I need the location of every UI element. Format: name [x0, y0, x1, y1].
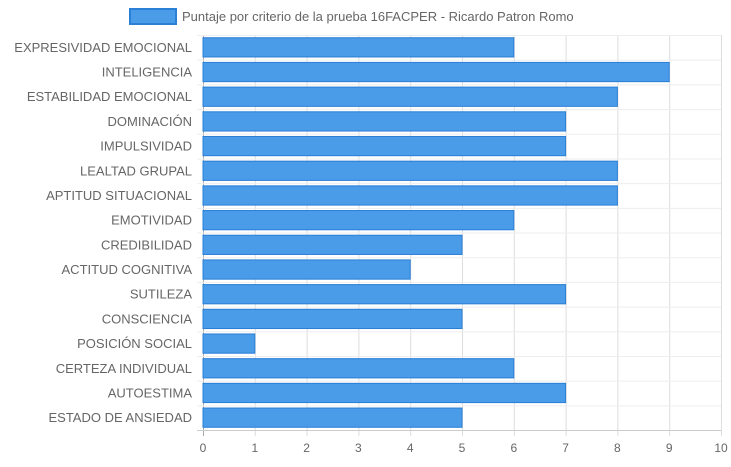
- bar[interactable]: [202, 185, 618, 206]
- x-tick-label: 0: [200, 441, 207, 455]
- x-tick-label: 7: [562, 441, 569, 455]
- bar[interactable]: [202, 135, 567, 157]
- x-tick-label: 8: [614, 441, 621, 455]
- category-label: CREDIBILIDAD: [101, 237, 192, 252]
- x-tick-label: 9: [666, 441, 673, 455]
- category-label: EMOTIVIDAD: [111, 213, 192, 228]
- category-label: APTITUD SITUACIONAL: [46, 188, 192, 203]
- bar[interactable]: [202, 358, 515, 379]
- bar[interactable]: [202, 382, 567, 404]
- category-label: IMPULSIVIDAD: [100, 139, 192, 154]
- category-labels: EXPRESIVIDAD EMOCIONAL INTELIGENCIA ESTABI…: [14, 40, 192, 425]
- bar[interactable]: [202, 37, 515, 58]
- category-label: ESTABILIDAD EMOCIONAL: [27, 89, 192, 104]
- bar[interactable]: [202, 407, 463, 428]
- category-label: CERTEZA INDIVIDUAL: [56, 361, 192, 376]
- x-tick-label: 4: [407, 441, 414, 455]
- bar[interactable]: [202, 333, 256, 354]
- category-label: DOMINACIÓN: [108, 114, 193, 129]
- x-axis-ticks: 0 1 2 3 4 5 6 7 8 9 10: [200, 441, 728, 455]
- x-tick-label: 5: [459, 441, 466, 455]
- bar[interactable]: [202, 86, 618, 107]
- legend-label[interactable]: Puntaje por criterio de la prueba 16FACP…: [182, 9, 574, 24]
- category-label: POSICIÓN SOCIAL: [77, 336, 192, 351]
- bar[interactable]: [202, 210, 515, 231]
- category-label: LEALTAD GRUPAL: [80, 163, 192, 178]
- bar[interactable]: [202, 284, 567, 305]
- bar[interactable]: [202, 160, 618, 181]
- x-tick-label: 3: [355, 441, 362, 455]
- category-label: CONSCIENCIA: [102, 311, 193, 326]
- bar[interactable]: [202, 234, 463, 255]
- category-label: SUTILEZA: [130, 287, 192, 302]
- legend[interactable]: Puntaje por criterio de la prueba 16FACP…: [129, 8, 574, 25]
- x-tick-label: 6: [510, 441, 517, 455]
- x-tick-label: 2: [303, 441, 310, 455]
- category-label: EXPRESIVIDAD EMOCIONAL: [14, 40, 192, 55]
- bars: [202, 37, 670, 428]
- bar[interactable]: [202, 61, 670, 83]
- x-tick-label: 1: [251, 441, 258, 455]
- category-label: AUTOESTIMA: [108, 385, 193, 400]
- category-label: INTELIGENCIA: [102, 65, 193, 80]
- bar[interactable]: [202, 259, 411, 280]
- legend-swatch[interactable]: [129, 8, 177, 25]
- bar[interactable]: [202, 111, 567, 132]
- bar[interactable]: [202, 308, 463, 330]
- x-tick-label: 10: [714, 441, 728, 455]
- category-label: ESTADO DE ANSIEDAD: [48, 410, 192, 425]
- category-label: ACTITUD COGNITIVA: [62, 262, 193, 277]
